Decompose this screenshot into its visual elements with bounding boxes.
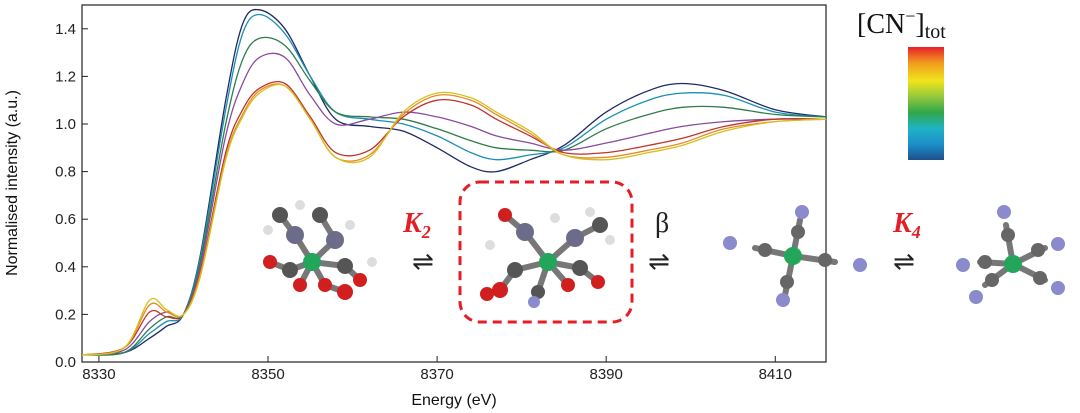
y-tick-label: 1.4: [55, 21, 76, 38]
k4-label: K4: [892, 208, 921, 242]
equilibrium-arrow-2: ⇌: [648, 247, 670, 277]
series-line-2: [81, 13, 827, 356]
x-tick-label: 8370: [420, 366, 453, 383]
x-axis-title: Energy (eV): [411, 392, 496, 409]
y-axis-title: Normalised intensity (a.u.): [4, 90, 21, 276]
y-axis-ticks: 0.0 0.2 0.4 0.6 0.8 1.0 1.2 1.4: [55, 21, 88, 371]
spectra-series: [81, 8, 827, 356]
y-tick-label: 0.2: [55, 306, 76, 323]
y-tick-label: 1.0: [55, 116, 76, 133]
highlight-box: [458, 180, 634, 324]
colorbar-legend: [CN−]tot: [857, 6, 946, 160]
series-line-7: [81, 83, 827, 356]
x-tick-label: 8390: [589, 366, 622, 383]
colorbar-label: [CN−]tot: [857, 6, 946, 43]
y-tick-label: 0.8: [55, 164, 76, 181]
series-line-3: [81, 36, 827, 356]
x-axis-ticks: 8330 8350 8370 8390 8410: [82, 356, 792, 383]
equilibrium-arrow-1: ⇌: [412, 247, 434, 277]
y-tick-label: 0.4: [55, 259, 76, 276]
equilibrium-scheme: K2 ⇌ β ⇌: [263, 180, 1065, 324]
molecule-complex-1: [263, 200, 377, 300]
series-line-6: [81, 83, 827, 356]
series-line-1: [81, 8, 827, 356]
y-tick-label: 0.6: [55, 211, 76, 228]
equilibrium-arrow-3: ⇌: [893, 247, 915, 277]
y-tick-label: 1.2: [55, 68, 76, 85]
x-tick-label: 8410: [759, 366, 792, 383]
beta-label: β: [655, 208, 669, 239]
y-tick-label: 0.0: [55, 354, 76, 371]
molecule-tetracyano: [723, 205, 867, 307]
colorbar-gradient: [908, 47, 944, 160]
x-tick-label: 8330: [82, 366, 115, 383]
series-line-4: [81, 52, 827, 356]
plot-area: 8330 8350 8370 8390 8410 0.0 0.2 0.4 0.6 0.8 1.0 1…: [55, 4, 827, 383]
x-tick-label: 8350: [251, 366, 284, 383]
molecule-pentacyano: [956, 205, 1065, 304]
k2-label: K2: [402, 208, 431, 242]
plot-frame: [81, 4, 827, 363]
molecule-complex-2: [480, 207, 615, 308]
